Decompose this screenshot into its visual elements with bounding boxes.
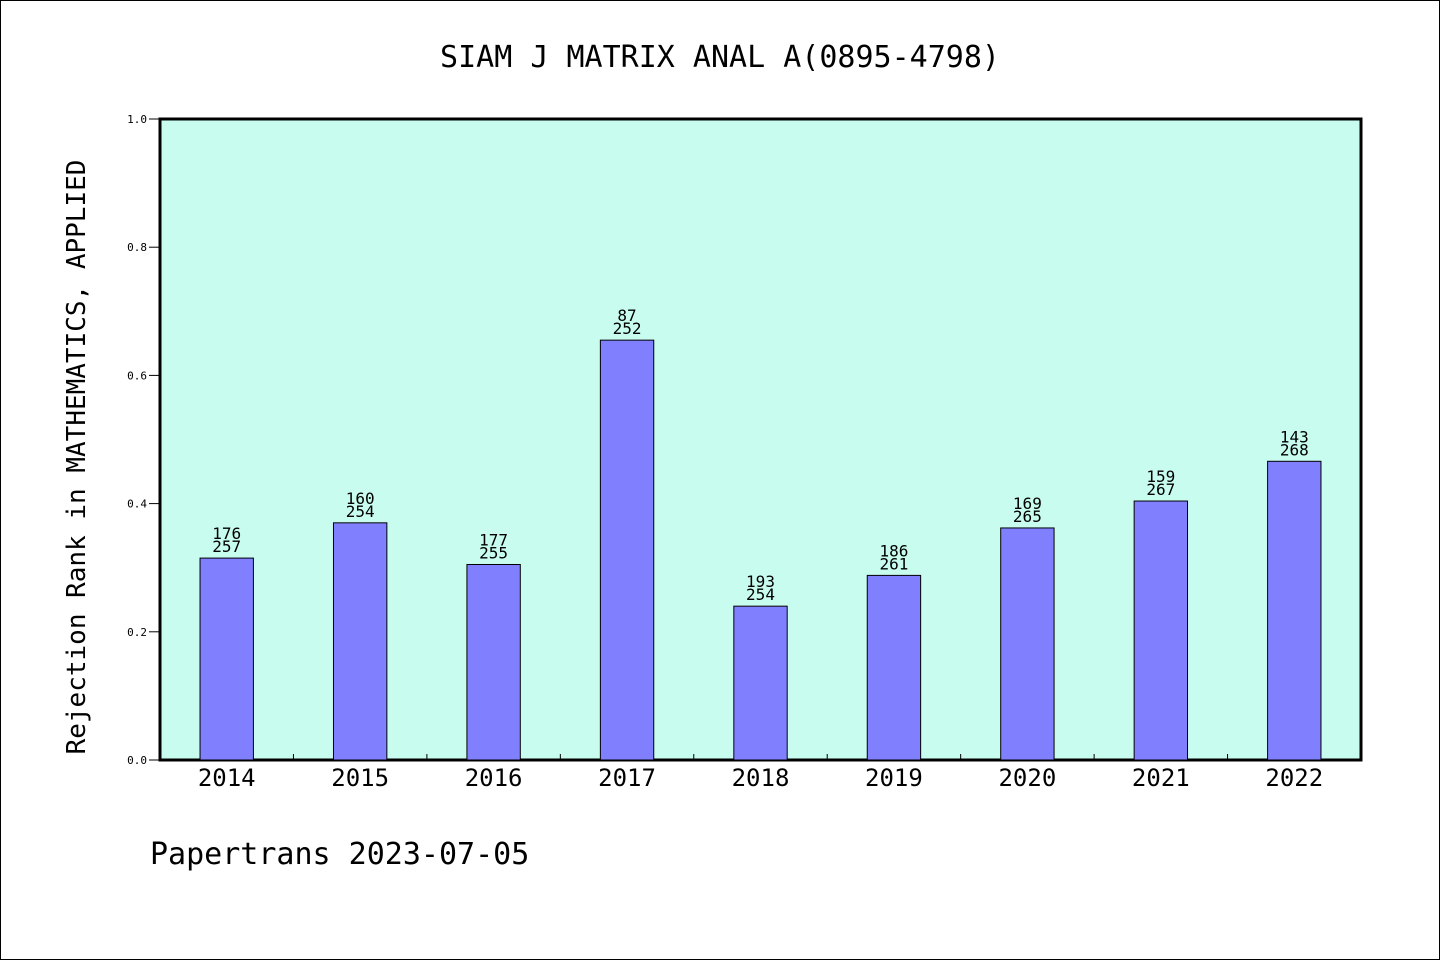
rank-label: 176: [212, 524, 241, 543]
bar-2016: [466, 563, 521, 761]
x-tick-label: 2019: [865, 764, 923, 792]
rank-label: 169: [1013, 494, 1042, 513]
total-label: 252: [613, 319, 642, 338]
total-label: 268: [1280, 440, 1309, 459]
y-axis: 0.0 0.2 0.4 0.6 0.8 1.0: [127, 113, 160, 767]
rank-label: 143: [1280, 427, 1309, 446]
y-tick-label: 0.6: [127, 369, 147, 382]
bar-data-labels: 1762571602541772558725219325418626116926…: [212, 306, 1308, 604]
x-tick-label: 2017: [598, 764, 656, 792]
bar-2017: [599, 339, 655, 761]
x-tick-label: 2015: [331, 764, 389, 792]
bar-2014: [199, 557, 254, 761]
total-label: 254: [346, 502, 375, 521]
y-axis-label: Rejection Rank in MATHEMATICS, APPLIED: [62, 160, 92, 755]
bar-2018: [733, 605, 788, 761]
y-tick-label: 1.0: [127, 113, 147, 126]
x-tick-label: 2020: [998, 764, 1056, 792]
y-tick-label: 0.0: [127, 754, 147, 767]
x-tick-label: 2018: [732, 764, 790, 792]
x-tick-label: 2022: [1265, 764, 1323, 792]
bar-2021: [1133, 500, 1189, 761]
y-tick-label: 0.8: [127, 241, 147, 254]
rank-label: 193: [746, 572, 775, 591]
y-tick-label: 0.2: [127, 626, 147, 639]
x-tick-label: 2014: [198, 764, 256, 792]
rank-label: 159: [1146, 467, 1175, 486]
y-tick-label: 0.4: [127, 498, 147, 511]
bar-series: [199, 339, 1322, 761]
bar-2020: [1000, 527, 1055, 761]
rank-label: 160: [346, 489, 375, 508]
x-tick-label: 2016: [465, 764, 523, 792]
total-label: 254: [746, 585, 775, 604]
total-label: 261: [879, 554, 908, 573]
bar-2022: [1267, 460, 1322, 761]
chart-title: SIAM J MATRIX ANAL A(0895-4798): [440, 40, 1000, 75]
rank-label: 87: [617, 306, 636, 325]
total-label: 255: [479, 543, 508, 562]
bar-2015: [332, 522, 388, 761]
x-axis: 2014 2015 2016 2017 2018 2019 2020 2021 2022: [198, 754, 1323, 792]
rank-label: 186: [879, 541, 908, 560]
x-tick-label: 2021: [1132, 764, 1190, 792]
total-label: 265: [1013, 507, 1042, 526]
bar-2019: [866, 574, 922, 761]
rank-label: 177: [479, 530, 508, 549]
footer-text: Papertrans 2023-07-05: [150, 837, 529, 872]
total-label: 267: [1146, 480, 1175, 499]
total-label: 257: [212, 537, 241, 556]
